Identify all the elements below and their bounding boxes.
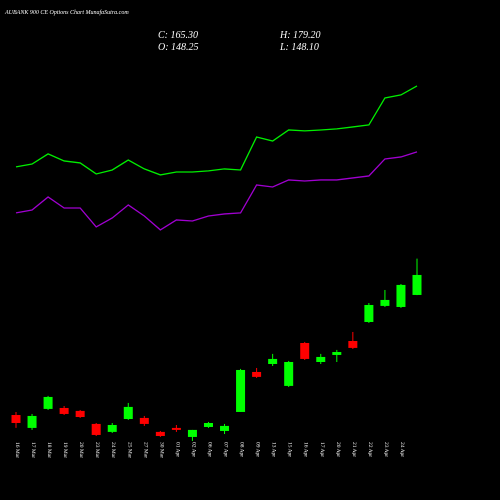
candle-body xyxy=(236,369,246,412)
x-tick-label: 20 Apr xyxy=(335,442,341,457)
high-label: H: 179.20 xyxy=(279,30,321,41)
x-tick-label: 13 Apr xyxy=(271,442,277,457)
x-tick-label: 25 Mar xyxy=(126,442,132,458)
candle-body xyxy=(268,358,278,364)
x-tick-label: 17 Mar xyxy=(30,442,36,458)
candle-body xyxy=(380,299,390,306)
close-label: C: 165.30 xyxy=(158,30,198,41)
candle-body xyxy=(27,415,37,428)
open-label: O: 148.25 xyxy=(158,42,199,53)
candle-body xyxy=(203,422,213,427)
indicator-line xyxy=(15,151,418,231)
x-tick-label: 22 Apr xyxy=(367,442,373,457)
x-tick-label: 08 Apr xyxy=(239,442,245,457)
chart-title: AUBANK 900 CE Options Chart MunafaSutra.… xyxy=(4,9,129,16)
candle-body xyxy=(284,361,294,386)
candle-body xyxy=(123,406,133,420)
candle-body xyxy=(300,342,310,359)
x-tick-label: 20 Mar xyxy=(78,442,84,458)
candle-body xyxy=(91,423,101,435)
candle-body xyxy=(396,284,406,307)
x-tick-label: 09 Apr xyxy=(255,442,261,457)
candle-body xyxy=(139,417,149,424)
x-tick-label: 15 Apr xyxy=(287,442,293,457)
x-tick-label: 27 Mar xyxy=(142,442,148,458)
x-tick-label: 30 Mar xyxy=(158,442,164,458)
candle-body xyxy=(187,429,197,437)
candle-body xyxy=(43,396,53,409)
x-tick-label: 17 Apr xyxy=(319,442,325,457)
candle-body xyxy=(75,410,85,418)
low-label: L: 148.10 xyxy=(279,42,319,53)
x-tick-label: 16 Apr xyxy=(303,442,309,457)
x-tick-label: 23 Mar xyxy=(94,442,100,458)
x-tick-label: 02 Apr xyxy=(190,442,196,457)
candle-body xyxy=(364,304,374,322)
x-tick-label: 06 Apr xyxy=(206,442,212,457)
x-tick-label: 19 Mar xyxy=(62,442,68,458)
candle-body xyxy=(348,340,358,348)
candle-body xyxy=(11,415,21,423)
indicator-line xyxy=(15,85,418,176)
candle-body xyxy=(171,427,181,430)
candle-body xyxy=(332,352,342,355)
x-tick-label: 01 Apr xyxy=(174,442,180,457)
x-tick-label: 24 Apr xyxy=(399,442,405,457)
x-tick-label: 18 Mar xyxy=(46,442,52,458)
x-tick-label: 16 Mar xyxy=(14,442,20,458)
candle-body xyxy=(252,371,262,377)
x-tick-label: 23 Apr xyxy=(383,442,389,457)
x-tick-label: 24 Mar xyxy=(110,442,116,458)
candle-body xyxy=(220,425,230,431)
x-tick-label: 07 Apr xyxy=(223,442,229,457)
candle-body xyxy=(412,274,422,295)
candle-body xyxy=(59,407,69,414)
candle-body xyxy=(155,431,165,437)
candle-body xyxy=(107,424,117,432)
x-tick-label: 21 Apr xyxy=(351,442,357,457)
candle-body xyxy=(316,356,326,362)
